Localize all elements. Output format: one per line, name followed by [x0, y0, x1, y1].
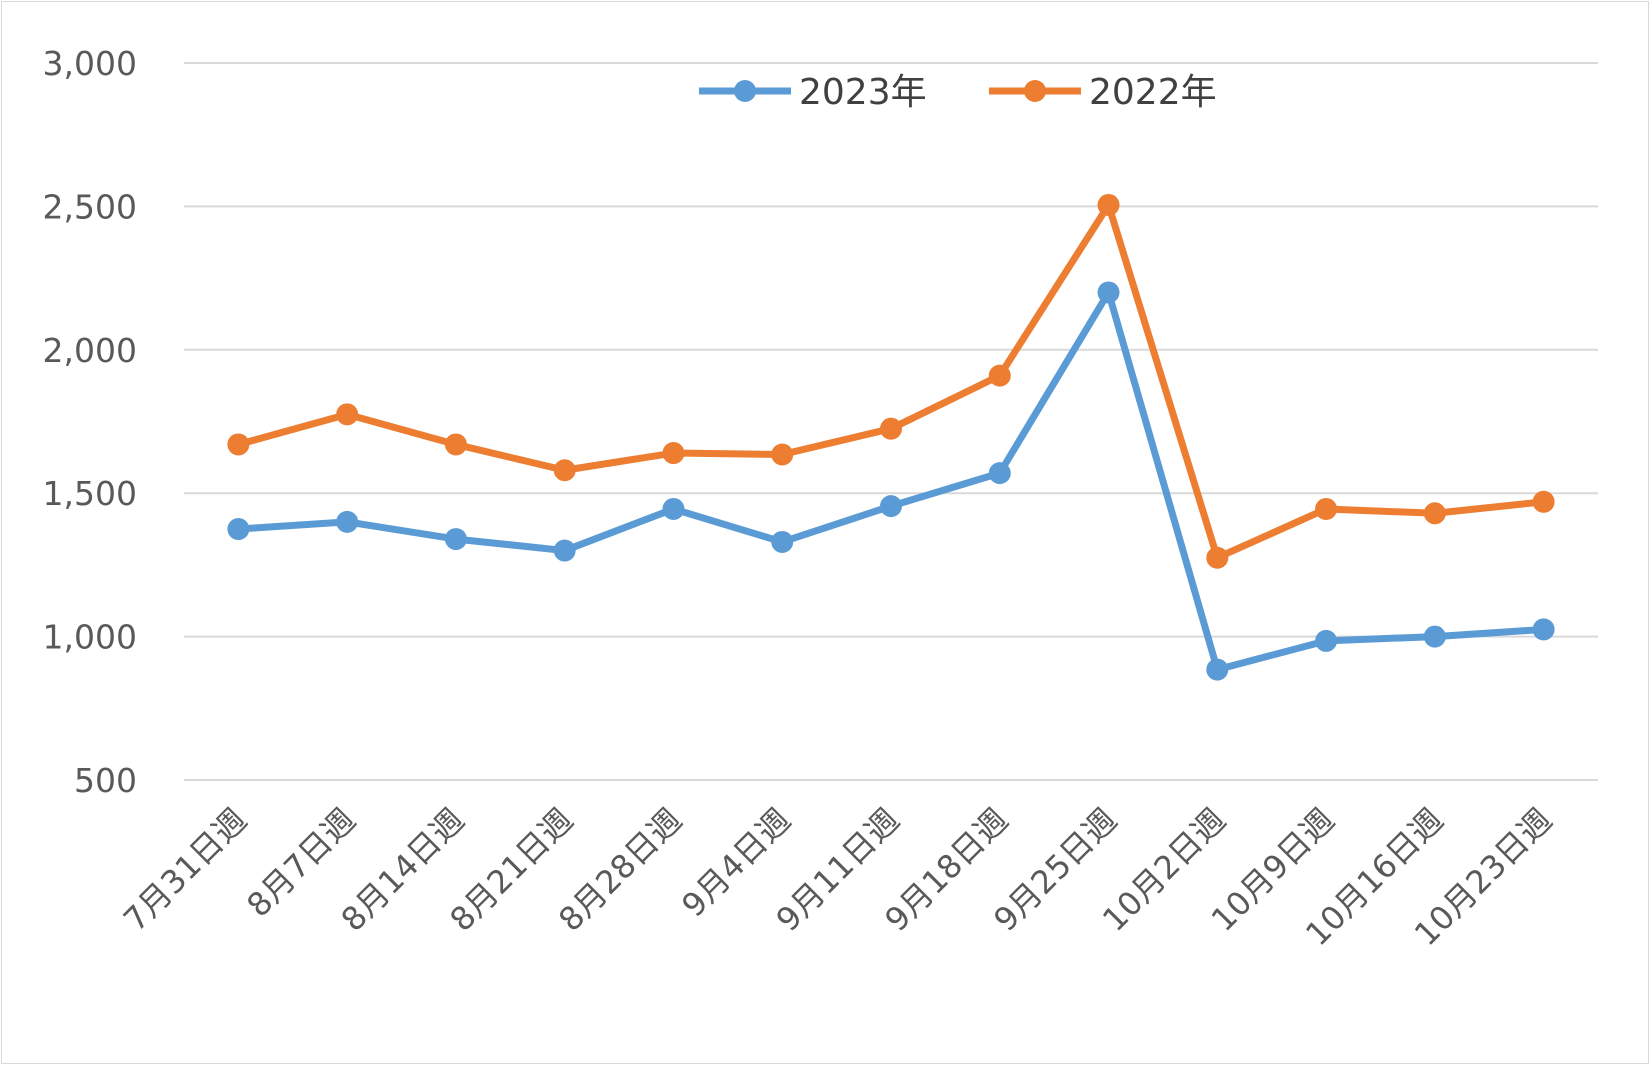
data-point	[336, 510, 359, 533]
data-point	[444, 433, 467, 456]
y-tick-label: 2,000	[43, 331, 137, 370]
x-axis-ticks: 7月31日週8月7日週8月14日週8月21日週8月28日週9月4日週9月11日週…	[116, 801, 1559, 953]
data-point	[553, 539, 576, 562]
data-point	[988, 462, 1011, 485]
data-point	[1315, 497, 1338, 520]
legend-marker	[1024, 80, 1046, 102]
y-tick-label: 1,500	[43, 474, 137, 513]
data-point	[880, 417, 902, 440]
data-point	[553, 459, 576, 482]
y-tick-label: 500	[74, 761, 137, 800]
legend-label: 2022年	[1089, 72, 1217, 113]
data-point	[1532, 618, 1555, 641]
data-point	[1315, 629, 1338, 652]
data-point	[880, 495, 902, 518]
data-point	[771, 530, 794, 553]
legend-item: 2022年	[989, 72, 1217, 113]
y-tick-label: 3,000	[43, 44, 137, 83]
data-point	[444, 528, 467, 551]
data-point	[1423, 502, 1446, 525]
legend-item: 2023年	[699, 72, 927, 113]
data-point	[1097, 193, 1120, 216]
data-point	[1532, 490, 1555, 513]
legend-label: 2023年	[799, 72, 927, 113]
data-point	[1097, 281, 1120, 304]
x-tick-label: 7月31日週	[116, 801, 254, 939]
data-point	[227, 518, 250, 541]
data-point	[227, 433, 250, 456]
series-lines	[227, 193, 1555, 681]
data-point	[662, 442, 685, 465]
data-point	[771, 443, 794, 466]
y-tick-label: 1,000	[43, 618, 137, 657]
series-1	[227, 193, 1555, 569]
y-tick-label: 2,500	[43, 187, 137, 226]
legend: 2023年 2022年	[699, 72, 1217, 113]
data-point	[336, 403, 359, 426]
data-point	[1423, 625, 1446, 648]
data-point	[1206, 546, 1229, 569]
gridlines	[184, 62, 1598, 781]
series-0	[227, 281, 1555, 681]
legend-marker	[734, 80, 756, 102]
data-point	[1206, 658, 1229, 681]
y-axis-ticks: 500 1,000 1,500 2,000 2,500 3,000	[43, 44, 137, 800]
data-point	[988, 364, 1011, 387]
data-point	[662, 497, 685, 520]
